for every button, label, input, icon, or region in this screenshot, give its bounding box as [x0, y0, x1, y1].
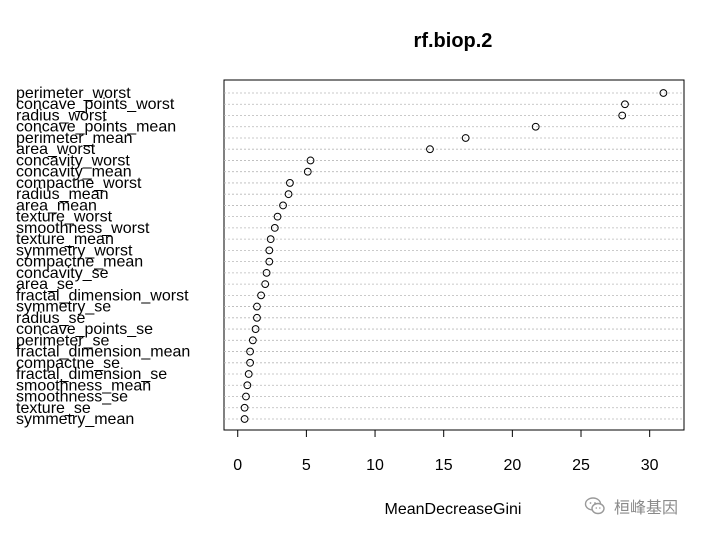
x-tick-label: 5 — [302, 457, 311, 474]
y-tick-label: perimeter_mean — [16, 130, 133, 147]
x-tick-label: 20 — [503, 457, 521, 474]
x-tick-label: 30 — [641, 457, 659, 474]
y-tick-label: texture_se — [16, 400, 91, 417]
y-tick-label: texture_mean — [16, 231, 114, 248]
data-point — [246, 347, 254, 356]
y-tick-label: radius_worst — [16, 107, 107, 124]
y-tick-label: concavity_mean — [16, 164, 132, 181]
y-tick-label: symmetry_worst — [16, 242, 133, 259]
y-tick-label: radius_mean — [16, 186, 109, 203]
data-point — [240, 415, 249, 423]
data-point — [251, 325, 260, 333]
watermark-text: 桓峰基因 — [614, 500, 679, 517]
data-point — [284, 190, 293, 199]
y-tick-label: concavity_se — [16, 265, 109, 282]
x-axis-label: MeanDecreaseGini — [385, 501, 522, 518]
data-point — [262, 268, 271, 277]
y-tick-label: texture_worst — [16, 209, 113, 226]
data-point — [303, 167, 312, 176]
data-point — [426, 145, 434, 154]
y-tick-label: concavity_worst — [16, 152, 130, 169]
y-tick-label: perimeter_se — [16, 332, 109, 349]
y-tick-label: compactne_se — [16, 355, 120, 372]
y-tick-label: fractal_dimension_se — [16, 366, 167, 383]
data-point — [286, 179, 294, 187]
y-tick-label: symmetry_mean — [16, 411, 134, 428]
data-point — [244, 370, 253, 378]
data-point — [265, 246, 274, 255]
y-tick-label: perimeter_worst — [16, 85, 131, 102]
guide-lines — [224, 92, 684, 420]
data-point — [257, 291, 265, 300]
y-tick-label: smoothness_se — [16, 389, 128, 406]
x-tick-label: 10 — [366, 457, 384, 474]
data-points — [240, 89, 668, 423]
data-point — [279, 201, 287, 210]
y-tick-label: smoothness_mean — [16, 377, 151, 394]
data-point — [261, 280, 270, 289]
y-tick-label: radius_se — [16, 310, 85, 327]
data-point — [253, 313, 261, 322]
x-tick-label: 25 — [572, 457, 590, 474]
y-tick-label: area_mean — [16, 197, 97, 214]
x-tick-label: 0 — [233, 457, 242, 474]
y-tick-label: smoothness_worst — [16, 220, 150, 237]
y-tick-label: concave_points_worst — [16, 96, 175, 113]
y-tick-label: compactne_mean — [16, 254, 143, 271]
data-point — [243, 381, 252, 390]
data-point — [621, 100, 629, 109]
y-tick-label: area_worst — [16, 141, 96, 158]
data-point — [618, 111, 627, 120]
data-point — [461, 134, 470, 142]
x-axis: 0 5 10 15 20 25 30 — [233, 430, 659, 474]
y-tick-label: fractal_dimension_worst — [16, 287, 189, 304]
data-point — [240, 403, 249, 412]
y-tick-label: fractal_dimension_mean — [16, 344, 190, 361]
data-point — [242, 392, 250, 401]
data-point — [531, 122, 540, 131]
watermark: 桓峰基因 — [584, 494, 678, 518]
data-point — [266, 235, 275, 244]
y-tick-label: symmetry_se — [16, 299, 111, 316]
data-point — [248, 336, 257, 345]
y-tick-label: compactne_worst — [16, 175, 142, 192]
chart-title: rf.biop.2 — [414, 30, 493, 52]
y-tick-label: area_se — [16, 276, 74, 293]
data-point — [270, 223, 279, 232]
data-point — [253, 302, 261, 311]
y-axis-labels: perimeter_worstconcave_points_worstradiu… — [16, 85, 190, 428]
y-tick-label: concave_points_se — [16, 321, 153, 338]
data-point — [306, 156, 315, 165]
wechat-icon — [584, 495, 606, 517]
data-point — [246, 358, 254, 367]
data-point — [265, 257, 274, 266]
data-point — [273, 212, 282, 221]
data-point — [659, 89, 668, 97]
x-tick-label: 15 — [435, 457, 453, 474]
y-tick-label: concave_points_mean — [16, 119, 176, 136]
plot-frame — [223, 79, 685, 431]
